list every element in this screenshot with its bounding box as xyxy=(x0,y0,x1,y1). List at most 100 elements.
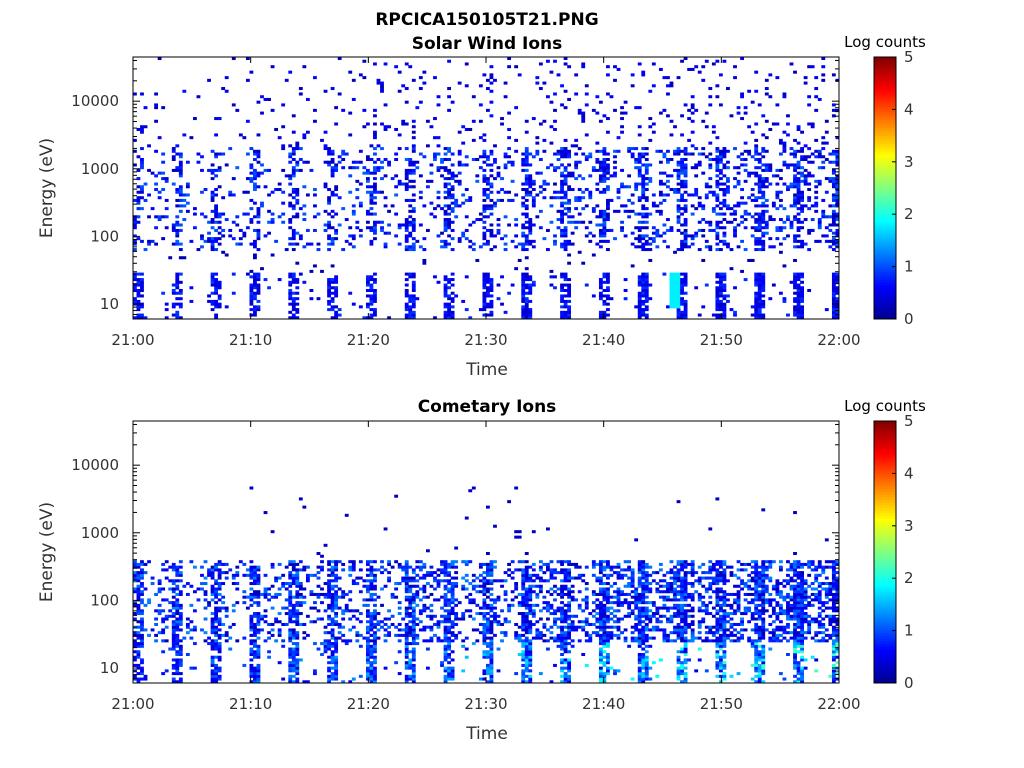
heatmap-cell xyxy=(708,141,713,145)
heatmap-cell xyxy=(722,242,727,246)
colorbar-segment xyxy=(874,83,896,87)
heatmap-cell xyxy=(369,617,374,621)
heatmap-cell xyxy=(528,218,533,222)
heatmap-cell xyxy=(422,565,427,569)
heatmap-cell xyxy=(680,291,684,295)
heatmap-cell xyxy=(726,190,730,194)
heatmap-cell xyxy=(369,201,374,205)
heatmap-cell xyxy=(496,228,501,232)
heatmap-cell xyxy=(207,237,211,241)
heatmap-cell xyxy=(425,606,430,610)
heatmap-cell xyxy=(175,669,180,673)
heatmap-cell xyxy=(373,108,377,112)
heatmap-cell xyxy=(443,652,448,657)
heatmap-cell xyxy=(397,633,402,637)
heatmap-cell xyxy=(369,674,374,678)
heatmap-cell xyxy=(235,215,240,219)
heatmap-cell xyxy=(486,590,490,594)
heatmap-cell xyxy=(595,111,600,115)
heatmap-cell xyxy=(613,160,617,164)
heatmap-cell xyxy=(175,168,180,172)
heatmap-cell xyxy=(606,198,610,202)
heatmap-cell xyxy=(602,152,607,156)
heatmap-cell xyxy=(256,299,261,303)
heatmap-cell xyxy=(291,614,296,618)
heatmap-cell xyxy=(249,650,254,654)
heatmap-cell xyxy=(245,177,250,181)
heatmap-cell xyxy=(556,218,561,222)
heatmap-cell xyxy=(676,215,681,219)
heatmap-cell xyxy=(408,245,413,249)
heatmap-cell xyxy=(362,76,367,80)
heatmap-cell xyxy=(249,171,254,175)
heatmap-cell xyxy=(214,220,219,224)
heatmap-cell xyxy=(175,302,180,306)
heatmap-cell xyxy=(521,305,526,309)
heatmap-cell xyxy=(217,280,222,284)
heatmap-cell xyxy=(651,62,656,66)
heatmap-cell xyxy=(327,248,331,252)
heatmap-cell xyxy=(175,658,180,662)
heatmap-cell xyxy=(327,592,331,596)
heatmap-cell xyxy=(786,133,790,137)
heatmap-cell xyxy=(408,65,413,69)
heatmap-cell xyxy=(365,590,370,594)
heatmap-cell xyxy=(298,582,303,586)
heatmap-cell xyxy=(320,642,324,646)
heatmap-cell xyxy=(701,147,706,151)
heatmap-cell xyxy=(404,185,409,189)
heatmap-cell xyxy=(210,275,215,279)
heatmap-cell xyxy=(835,149,840,153)
heatmap-cell xyxy=(440,606,444,610)
heatmap-cell xyxy=(203,576,208,580)
heatmap-cell xyxy=(401,119,406,123)
heatmap-cell xyxy=(256,100,261,104)
heatmap-cell xyxy=(687,67,692,71)
heatmap-cell xyxy=(358,228,363,232)
heatmap-cell xyxy=(524,188,529,192)
heatmap-cell xyxy=(210,299,215,303)
heatmap-cell xyxy=(757,310,762,314)
heatmap-cell xyxy=(489,622,494,626)
heatmap-cell xyxy=(295,633,300,637)
heatmap-cell xyxy=(680,248,684,252)
heatmap-cell xyxy=(178,603,183,607)
heatmap-cell xyxy=(404,677,409,681)
heatmap-cell xyxy=(715,275,720,279)
heatmap-cell xyxy=(164,576,169,580)
heatmap-cell xyxy=(538,209,543,213)
heatmap-cell xyxy=(175,601,180,605)
heatmap-cell xyxy=(404,182,409,186)
heatmap-cell xyxy=(263,587,268,591)
heatmap-cell xyxy=(666,218,670,222)
heatmap-cell xyxy=(323,592,328,596)
heatmap-cell xyxy=(291,666,296,670)
heatmap-cell xyxy=(175,639,180,643)
heatmap-cell xyxy=(464,609,469,613)
heatmap-cell xyxy=(270,108,275,112)
heatmap-cell xyxy=(821,155,826,159)
heatmap-cell xyxy=(185,201,190,205)
heatmap-cell xyxy=(140,157,144,162)
heatmap-cell xyxy=(330,87,335,91)
heatmap-cell xyxy=(507,573,512,577)
heatmap-cell xyxy=(563,310,568,314)
heatmap-cell xyxy=(171,226,176,230)
heatmap-cell xyxy=(478,155,483,159)
colorbar-segment xyxy=(874,93,896,97)
heatmap-cell xyxy=(658,111,663,115)
heatmap-cell xyxy=(489,647,494,651)
heatmap-cell xyxy=(267,622,271,626)
heatmap-cell xyxy=(560,84,564,88)
heatmap-cell xyxy=(489,100,494,104)
heatmap-cell xyxy=(330,193,335,197)
heatmap-cell xyxy=(161,291,166,295)
heatmap-cell xyxy=(408,598,413,602)
heatmap-cell xyxy=(214,590,219,594)
heatmap-cell xyxy=(835,280,840,284)
heatmap-cell xyxy=(404,157,409,162)
heatmap-cell xyxy=(355,633,360,637)
heatmap-cell xyxy=(404,595,409,599)
heatmap-cell xyxy=(277,587,282,591)
heatmap-cell xyxy=(831,215,836,219)
